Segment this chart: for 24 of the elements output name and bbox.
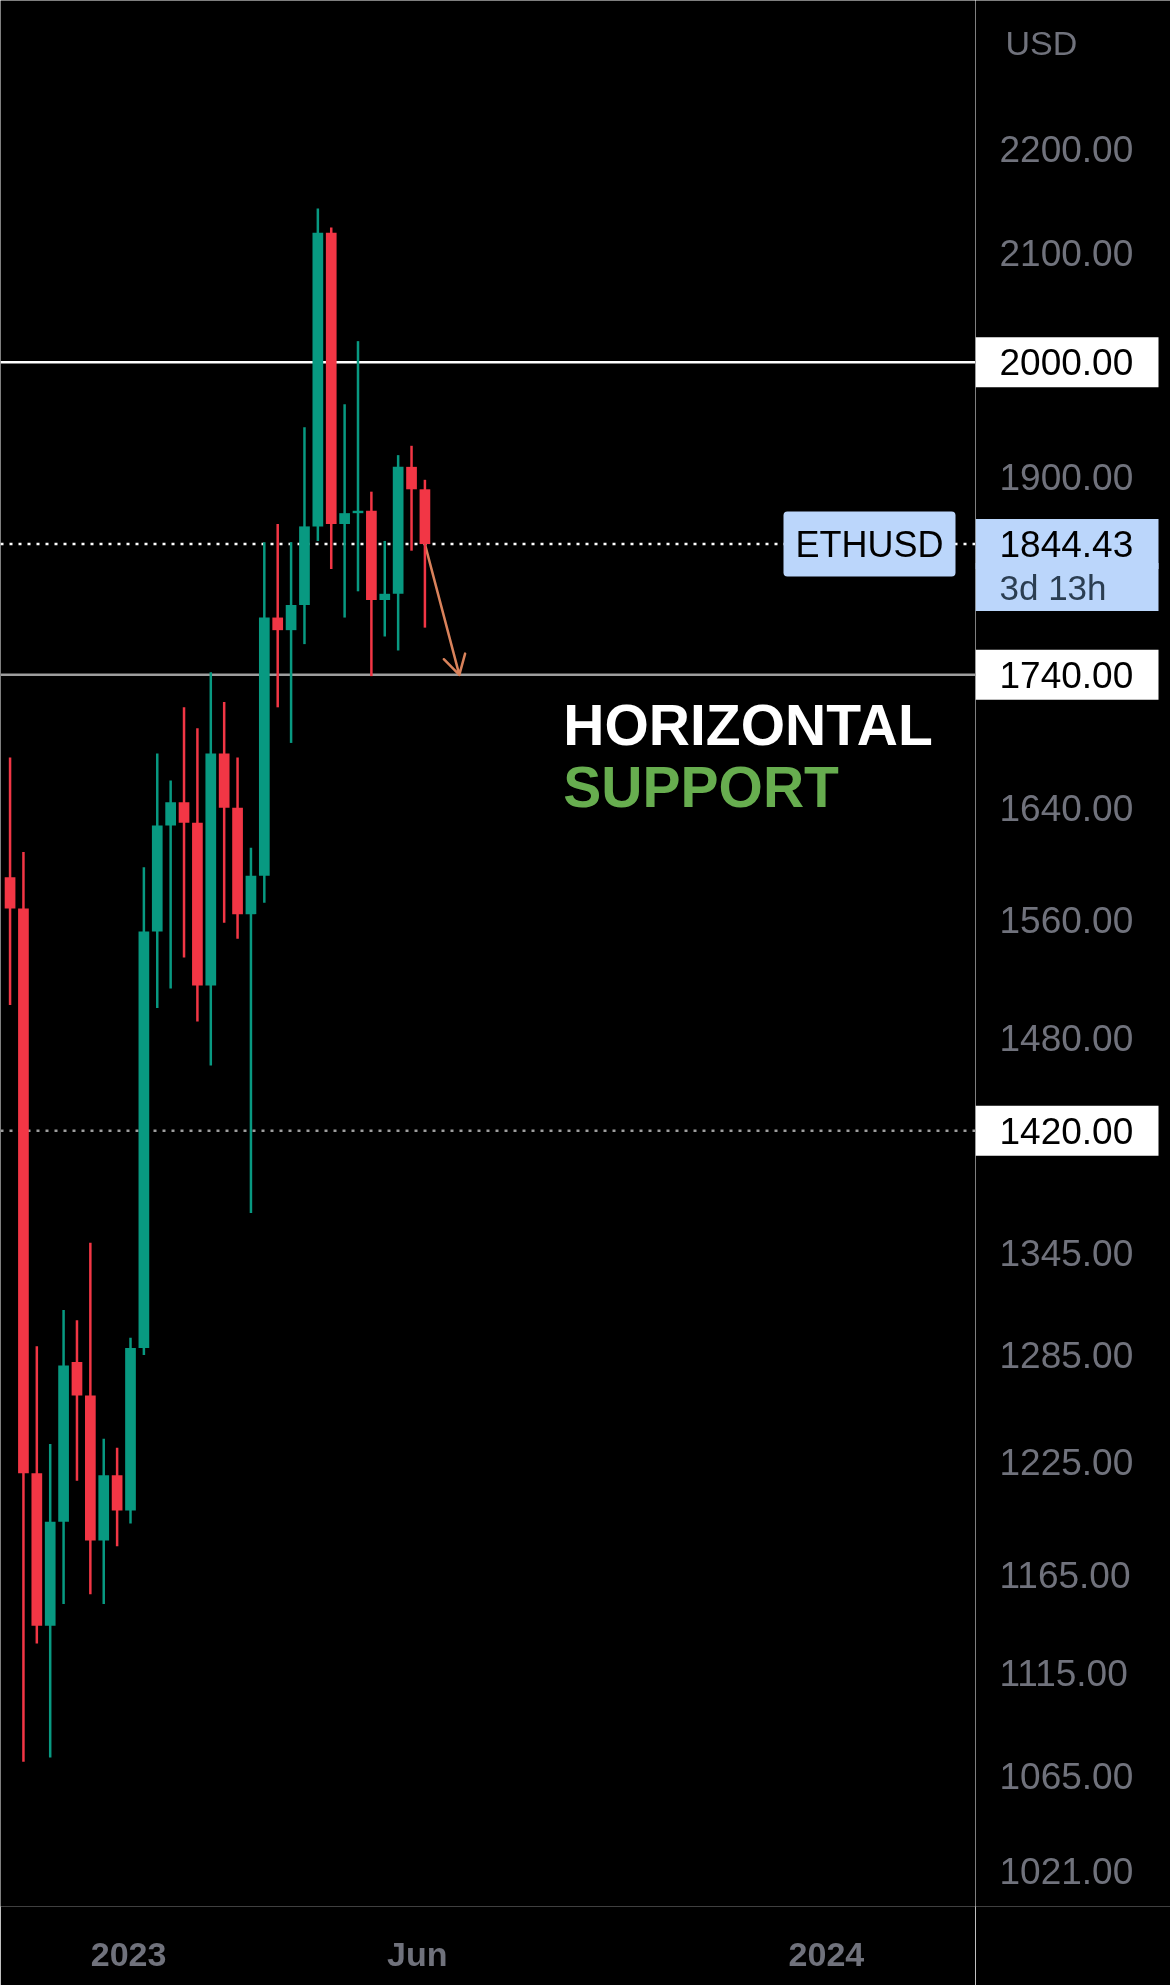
ref-line-label: 2000.00 (999, 342, 1134, 384)
x-tick-label: Jun (387, 1934, 448, 1973)
text: ETHUSD (795, 523, 944, 565)
annotation: HORIZONTAL SUPPORT (563, 692, 933, 819)
y-axis-title: USD (1005, 23, 1078, 62)
x-tick-label: 2024 (788, 1934, 865, 1973)
y-tick-label: 1115.00 (999, 1653, 1128, 1695)
y-tick-label: 1225.00 (999, 1442, 1134, 1484)
y-tick-label: 2100.00 (999, 232, 1134, 274)
y-tick-label: 1345.00 (999, 1232, 1134, 1274)
y-tick-label: 1560.00 (999, 899, 1134, 941)
x-tick-label: 2023 (90, 1934, 167, 1973)
ref-line-label: 1844.43 (999, 524, 1134, 566)
y-tick-label: 1480.00 (999, 1018, 1134, 1059)
y-tick-label: 1065.00 (999, 1756, 1134, 1798)
y-tick-label: 2200.00 (999, 128, 1134, 170)
text: 3d 13h (999, 567, 1107, 607)
y-tick-label: 1021.00 (999, 1851, 1134, 1893)
y-tick-label: 1285.00 (999, 1335, 1134, 1377)
y-tick-label: 1165.00 (999, 1555, 1131, 1597)
y-tick-label: 1900.00 (999, 457, 1134, 499)
y-tick-label: 1640.00 (999, 787, 1134, 829)
ref-line-label: 1420.00 (999, 1110, 1134, 1152)
ref-line-label: 1740.00 (999, 654, 1134, 696)
